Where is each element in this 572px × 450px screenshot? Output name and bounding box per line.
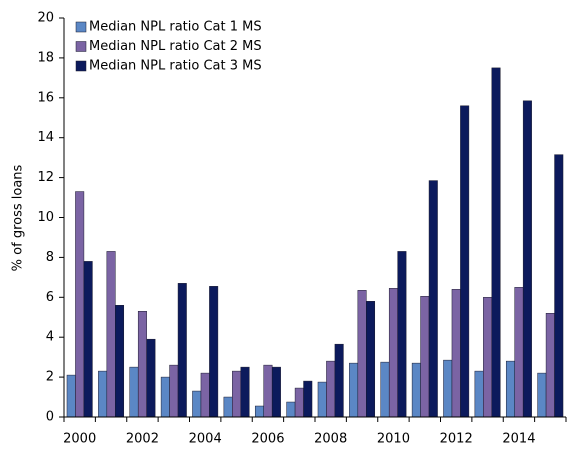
bar [286,401,296,418]
bar [451,289,461,418]
bar [334,343,344,418]
x-tick-label: 2000 [63,432,96,447]
y-tick-label: 16 [37,90,54,105]
bar [115,305,125,418]
y-tick-label: 2 [46,370,54,385]
bar [411,362,421,418]
bar [366,301,376,418]
x-tick-label: 2008 [314,432,347,447]
bar [169,364,179,418]
x-tick-label: 2010 [377,432,410,447]
legend-label: Median NPL ratio Cat 3 MS [89,59,262,74]
y-axis-label: % of gross loans [11,164,26,271]
y-tick-label: 12 [37,170,54,185]
bar [443,359,453,418]
bar [380,361,390,418]
y-tick-label: 14 [37,130,54,145]
bar [232,370,242,418]
bar [66,374,76,418]
bar [209,286,219,418]
y-tick-label: 10 [37,210,54,225]
bar [514,287,524,418]
bar [271,366,281,418]
y-tick-label: 0 [46,410,54,425]
bar [483,297,493,418]
bar [146,338,156,418]
bar [137,311,147,418]
bar [83,261,93,418]
y-tick-label: 20 [37,11,54,26]
bar [303,380,313,418]
x-tick-label: 2014 [502,432,535,447]
bar [460,105,470,418]
bar [200,372,210,418]
bar [505,360,515,418]
bar [129,366,139,418]
y-tick-label: 18 [37,50,54,65]
bar [160,376,170,418]
y-tick-label: 8 [46,250,54,265]
bar [177,283,187,418]
bar [263,364,273,418]
bar [326,360,336,418]
legend-label: Median NPL ratio Cat 1 MS [89,20,262,35]
bar [522,100,532,418]
bar [388,288,398,418]
legend-swatch [75,21,87,33]
bar [349,362,359,418]
bar [397,251,407,418]
x-tick-label: 2004 [189,432,222,447]
bar [491,67,501,418]
bar [192,390,202,418]
bar [420,296,430,418]
bar [240,366,250,418]
bar [428,180,438,418]
bar [357,290,367,418]
bar [223,396,233,418]
bar [106,251,116,418]
x-tick-label: 2002 [126,432,159,447]
y-tick-label: 4 [46,330,54,345]
legend-swatch [75,60,87,72]
bar [474,370,484,418]
bar [294,387,304,418]
legend-swatch [75,41,87,52]
y-tick-label: 6 [46,290,54,305]
bar [317,381,327,418]
x-tick-label: 2012 [440,432,473,447]
bar [75,191,85,418]
bar [537,372,547,418]
legend-label: Median NPL ratio Cat 2 MS [89,39,262,54]
bar [545,313,555,418]
bar [554,154,564,418]
bar [98,370,108,418]
x-tick-label: 2006 [251,432,284,447]
bar [254,405,264,418]
